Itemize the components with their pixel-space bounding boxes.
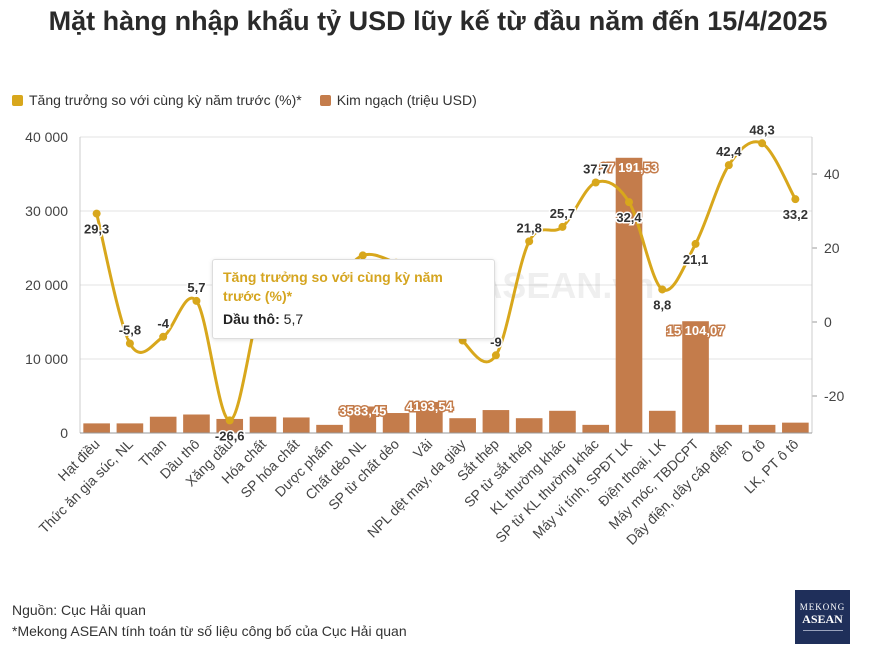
- growth-point: [591, 178, 600, 187]
- y-left-tick-label: 0: [60, 425, 68, 441]
- bar: [349, 406, 377, 433]
- growth-data-label: -5,8: [119, 322, 141, 337]
- tooltip-title: Tăng trưởng so với cùng kỳ năm trước (%)…: [223, 269, 443, 304]
- y-right-tick-label: 0: [824, 314, 832, 330]
- bar: [648, 410, 676, 433]
- growth-point: [658, 285, 667, 294]
- logo-text-bottom: ASEAN: [802, 612, 843, 626]
- tooltip-body: Dầu thô: 5,7: [223, 311, 484, 327]
- bar: [382, 413, 410, 433]
- y-left-tick-label: 20 000: [25, 277, 68, 293]
- bar: [316, 424, 343, 433]
- x-category-label: Vải: [410, 436, 436, 462]
- growth-point: [724, 161, 733, 170]
- bar: [582, 424, 610, 433]
- growth-data-label: 29,3: [84, 222, 109, 237]
- growth-data-label: 48,3: [749, 122, 774, 137]
- legend-swatch-growth: [12, 94, 23, 106]
- growth-data-label: -4: [157, 316, 169, 331]
- tooltip-value: 5,7: [283, 311, 304, 327]
- growth-data-label: 5,7: [187, 280, 205, 295]
- growth-point: [491, 351, 500, 360]
- tooltip-label: Dầu thô:: [223, 311, 280, 327]
- growth-data-label: 25,7: [550, 206, 575, 221]
- growth-point: [225, 416, 234, 425]
- growth-point: [159, 332, 168, 341]
- bar: [482, 410, 510, 433]
- legend: Tăng trưởng so với cùng kỳ năm trước (%)…: [12, 92, 477, 108]
- bar-data-label: 3583,45: [339, 403, 386, 418]
- legend-label-growth: Tăng trưởng so với cùng kỳ năm trước (%)…: [29, 92, 302, 108]
- growth-point: [125, 339, 134, 348]
- bar: [282, 417, 310, 433]
- y-right-tick-label: 40: [824, 166, 840, 182]
- legend-label-value: Kim ngạch (triệu USD): [336, 92, 477, 108]
- growth-point: [192, 296, 201, 305]
- y-left-tick-label: 30 000: [25, 203, 68, 219]
- bar: [549, 410, 576, 433]
- growth-data-label: 8,8: [653, 297, 671, 312]
- bar: [449, 418, 476, 433]
- bar: [249, 416, 277, 433]
- growth-point: [558, 222, 567, 231]
- bar: [515, 418, 543, 433]
- growth-data-label: 33,2: [783, 207, 808, 222]
- growth-point: [525, 237, 534, 246]
- bar: [715, 424, 743, 433]
- bar-data-label: 4193,54: [406, 399, 454, 414]
- growth-data-label: 37,7: [583, 162, 608, 177]
- y-right-tick-label: -20: [824, 388, 844, 404]
- bar: [183, 414, 210, 433]
- growth-data-label: -26,6: [215, 428, 245, 443]
- growth-data-label: 21,1: [683, 252, 708, 267]
- growth-point: [691, 239, 700, 248]
- growth-data-label: 21,8: [517, 220, 542, 235]
- source-note: Nguồn: Cục Hải quan *Mekong ASEAN tính t…: [12, 600, 407, 642]
- legend-item-growth[interactable]: Tăng trưởng so với cùng kỳ năm trước (%)…: [12, 92, 302, 108]
- bar: [83, 423, 110, 433]
- bar: [149, 416, 177, 433]
- growth-data-label: 32,4: [616, 210, 642, 225]
- growth-point: [358, 251, 367, 260]
- bar: [782, 422, 809, 433]
- y-left-tick-label: 40 000: [25, 129, 68, 145]
- tooltip: Tăng trưởng so với cùng kỳ năm trước (%)…: [212, 259, 495, 339]
- y-right-tick-label: 20: [824, 240, 840, 256]
- bar: [748, 424, 776, 433]
- mekong-asean-logo: MEKONG ASEAN: [795, 590, 850, 644]
- bar-data-label: 37 191,53: [600, 160, 658, 175]
- growth-point: [758, 139, 767, 148]
- logo-underline: [802, 630, 843, 631]
- bar: [216, 418, 244, 433]
- bar: [682, 321, 709, 433]
- growth-point: [92, 209, 101, 218]
- bar: [116, 423, 144, 433]
- legend-swatch-value: [319, 94, 331, 106]
- legend-item-value[interactable]: Kim ngạch (triệu USD): [319, 92, 477, 108]
- logo-text-top: MEKONG: [799, 602, 846, 612]
- growth-point: [791, 195, 800, 204]
- y-left-tick-label: 10 000: [25, 351, 68, 367]
- footnote-line: *Mekong ASEAN tính toán từ số liệu công …: [12, 623, 407, 639]
- bar-data-label: 15 104,07: [667, 323, 725, 338]
- bar: [416, 401, 443, 433]
- chart-title: Mặt hàng nhập khẩu tỷ USD lũy kế từ đầu …: [48, 6, 828, 36]
- growth-data-label: 42,4: [716, 144, 742, 159]
- source-line: Nguồn: Cục Hải quan: [12, 602, 146, 618]
- growth-point: [625, 198, 633, 207]
